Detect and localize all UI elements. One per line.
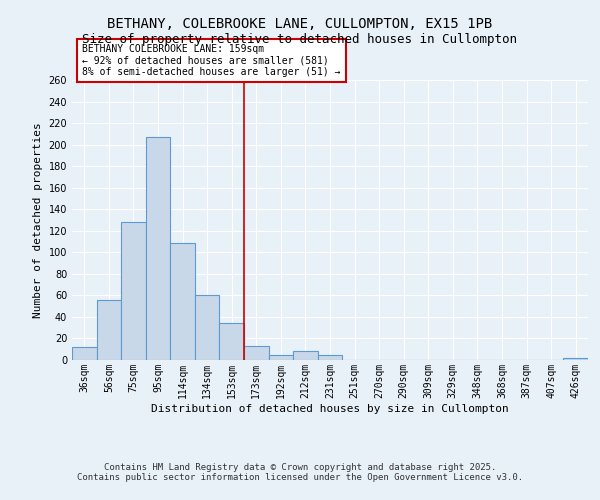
- Bar: [146, 137, 170, 360]
- Text: BETHANY, COLEBROOKE LANE, CULLOMPTON, EX15 1PB: BETHANY, COLEBROOKE LANE, CULLOMPTON, EX…: [107, 18, 493, 32]
- Bar: [318, 354, 342, 360]
- Bar: [244, 346, 269, 360]
- Text: BETHANY COLEBROOKE LANE: 159sqm
← 92% of detached houses are smaller (581)
8% of: BETHANY COLEBROOKE LANE: 159sqm ← 92% of…: [82, 44, 341, 77]
- Y-axis label: Number of detached properties: Number of detached properties: [33, 122, 43, 318]
- Bar: [220, 324, 244, 360]
- Bar: [563, 358, 588, 360]
- Bar: [72, 347, 97, 360]
- Bar: [97, 300, 121, 360]
- Text: Size of property relative to detached houses in Cullompton: Size of property relative to detached ho…: [83, 32, 517, 46]
- Bar: [293, 352, 318, 360]
- Bar: [121, 222, 146, 360]
- Bar: [269, 354, 293, 360]
- Text: Contains public sector information licensed under the Open Government Licence v3: Contains public sector information licen…: [77, 474, 523, 482]
- Bar: [195, 296, 220, 360]
- Bar: [170, 242, 195, 360]
- Text: Contains HM Land Registry data © Crown copyright and database right 2025.: Contains HM Land Registry data © Crown c…: [104, 464, 496, 472]
- X-axis label: Distribution of detached houses by size in Cullompton: Distribution of detached houses by size …: [151, 404, 509, 413]
